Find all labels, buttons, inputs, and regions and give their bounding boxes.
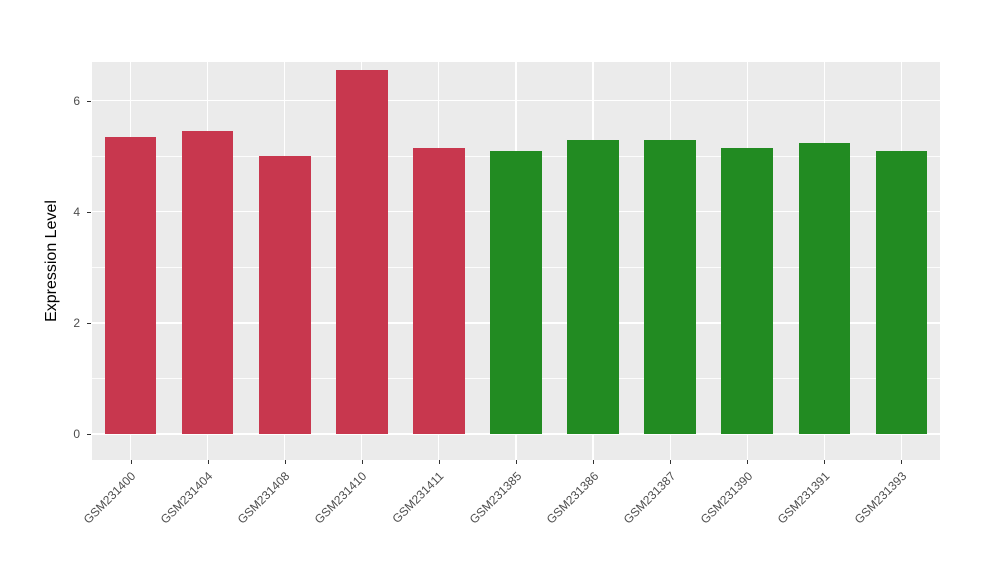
plot-panel [92, 62, 940, 460]
x-tick-mark [207, 460, 209, 464]
x-tick-mark [824, 460, 826, 464]
y-tick-label: 2 [73, 315, 80, 330]
bar-GSM231387 [644, 139, 696, 434]
x-tick-label: GSM231385 [466, 469, 524, 527]
bar-GSM231408 [258, 156, 311, 434]
x-tick-mark [284, 460, 286, 464]
y-tick-mark [87, 434, 91, 435]
x-tick-mark [516, 460, 517, 464]
bar-GSM231386 [567, 139, 619, 434]
y-tick-label: 0 [73, 427, 80, 441]
y-tick-label: 4 [73, 204, 80, 219]
x-tick-mark [747, 460, 749, 464]
x-tick-mark [361, 460, 363, 464]
bar-GSM231390 [721, 148, 774, 434]
x-tick-mark [130, 460, 132, 464]
y-tick-mark [87, 100, 91, 102]
y-tick-mark [87, 322, 91, 324]
x-tick-label: GSM231391 [774, 469, 833, 527]
x-tick-label: GSM231410 [312, 469, 370, 527]
x-tick-label: GSM231386 [543, 469, 601, 527]
x-tick-label: GSM231393 [851, 469, 910, 527]
bar-GSM231404 [181, 131, 234, 434]
x-tick-mark [438, 460, 440, 464]
y-tick-mark [87, 211, 91, 213]
x-tick-label: GSM231387 [620, 469, 679, 527]
x-tick-label: GSM231411 [389, 469, 447, 526]
x-tick-mark [901, 460, 903, 464]
x-tick-label: GSM231390 [697, 469, 756, 527]
x-tick-mark [593, 460, 595, 464]
bar-GSM231400 [104, 136, 157, 434]
y-tick-label: 6 [73, 93, 80, 108]
x-tick-label: GSM231408 [235, 469, 293, 527]
bar-GSM231411 [413, 148, 465, 434]
x-tick-label: GSM231400 [80, 469, 139, 527]
bar-GSM231393 [875, 150, 928, 434]
bar-GSM231410 [335, 70, 388, 434]
x-tick-label: GSM231404 [157, 469, 216, 527]
bar-GSM231385 [490, 150, 542, 434]
x-tick-mark [670, 460, 672, 464]
bar-GSM231391 [798, 142, 851, 434]
